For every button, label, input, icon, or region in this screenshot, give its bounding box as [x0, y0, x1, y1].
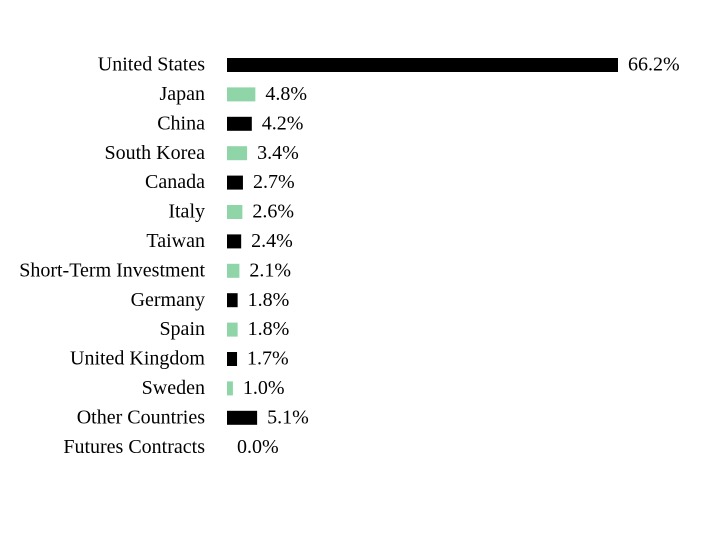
value-label: 2.4% — [251, 230, 293, 252]
category-label: Other Countries — [77, 406, 206, 428]
bar — [227, 263, 240, 278]
bar — [227, 410, 258, 425]
bar — [227, 352, 238, 366]
bar — [227, 146, 248, 161]
category-label: Canada — [145, 171, 205, 193]
category-label: China — [157, 112, 205, 134]
category-label: Futures Contracts — [63, 436, 205, 458]
value-label: 5.1% — [267, 406, 309, 428]
category-label: South Korea — [104, 142, 205, 164]
value-label: 2.7% — [253, 171, 295, 193]
bar — [227, 116, 252, 131]
value-label: 0.0% — [237, 436, 279, 458]
bar — [227, 175, 243, 190]
bar — [227, 293, 238, 308]
value-label: 1.7% — [247, 348, 289, 370]
value-label: 1.8% — [248, 318, 290, 340]
category-label: Spain — [159, 318, 205, 340]
category-label: Taiwan — [146, 230, 205, 252]
bar — [227, 234, 242, 249]
value-label: 2.1% — [249, 259, 291, 281]
bar — [227, 87, 256, 102]
value-label: 66.2% — [628, 54, 680, 76]
category-label: United Kingdom — [70, 348, 205, 370]
bar — [227, 381, 233, 396]
bar — [227, 58, 618, 72]
category-label: Short-Term Investment — [19, 259, 205, 281]
category-label: Germany — [131, 289, 205, 311]
value-label: 1.0% — [243, 377, 285, 399]
value-label: 4.8% — [265, 83, 307, 105]
category-label: Japan — [159, 83, 205, 105]
value-label: 1.8% — [248, 289, 290, 311]
bar — [227, 322, 238, 337]
value-label: 4.2% — [262, 112, 304, 134]
bar — [227, 205, 243, 219]
category-label: Sweden — [142, 377, 205, 399]
value-label: 3.4% — [257, 142, 299, 164]
category-label: Italy — [168, 201, 205, 223]
value-label: 2.6% — [252, 201, 294, 223]
category-label: United States — [98, 54, 205, 76]
